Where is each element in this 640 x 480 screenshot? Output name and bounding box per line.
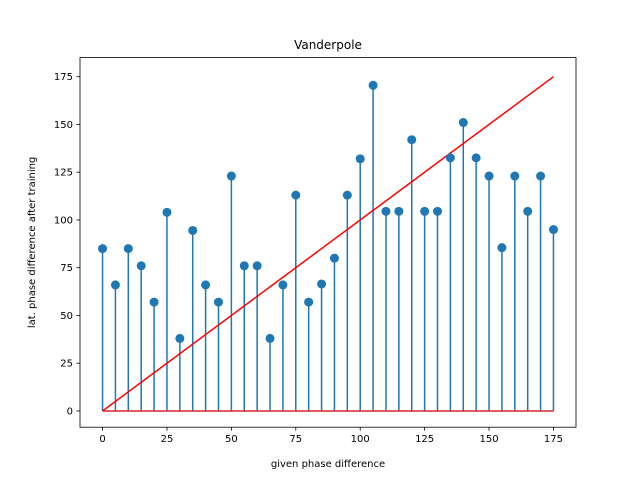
stem-marker	[381, 206, 391, 216]
y-tick-label: 150	[54, 120, 73, 131]
x-tick-label: 25	[161, 434, 174, 445]
stem-marker	[523, 206, 533, 216]
stem-marker	[407, 135, 417, 145]
stem-marker	[536, 171, 546, 181]
stem-marker	[110, 280, 120, 290]
y-tick-label: 100	[54, 215, 73, 226]
plot-marks	[98, 76, 558, 412]
stem-marker	[265, 333, 275, 343]
y-tick-label: 0	[67, 406, 73, 417]
x-axis-label: given phase difference	[271, 459, 385, 470]
x-tick-label: 100	[351, 434, 370, 445]
y-axis-label: lat. phase difference after training	[27, 157, 38, 329]
stem-marker	[278, 280, 288, 290]
y-tick-label: 125	[54, 168, 73, 179]
stem-marker	[548, 225, 558, 235]
plot-frame	[79, 57, 577, 428]
stem-marker	[368, 80, 378, 90]
stem-marker	[226, 171, 236, 181]
y-tick-label: 75	[60, 263, 73, 274]
stem-marker	[136, 261, 146, 271]
x-axis: 0 25 50 75 100 125 150 175	[99, 427, 563, 445]
y-axis: 0 25 50 75 100 125 150 175	[54, 72, 80, 417]
stem-marker	[420, 206, 430, 216]
stem-marker	[445, 153, 455, 163]
x-tick-label: 175	[544, 434, 563, 445]
stem-marker	[291, 190, 301, 200]
stem-marker	[433, 206, 443, 216]
stem-marker	[123, 244, 133, 254]
x-tick-label: 75	[289, 434, 302, 445]
stem-marker	[252, 261, 262, 271]
stem-marker	[162, 207, 172, 217]
stem-marker	[329, 253, 339, 263]
x-tick-label: 150	[479, 434, 498, 445]
reference-line	[102, 76, 554, 412]
stem-marker	[304, 297, 314, 307]
x-tick-label: 50	[225, 434, 238, 445]
stem-marker	[201, 280, 211, 290]
chart-title: Vanderpole	[294, 38, 362, 52]
stem-marker	[497, 243, 507, 253]
y-tick-label: 50	[60, 311, 73, 322]
stem-marker	[213, 297, 223, 307]
stem-marker	[355, 154, 365, 164]
stem-marker	[484, 171, 494, 181]
stem-marker	[510, 171, 520, 181]
x-tick-label: 125	[415, 434, 434, 445]
stem-marker	[149, 297, 159, 307]
stem-marker	[317, 279, 327, 289]
stem-marker	[342, 190, 352, 200]
stem-marker	[188, 225, 198, 235]
stem-marker	[458, 118, 468, 128]
stem-marker	[471, 153, 481, 163]
stem-marker	[394, 206, 404, 216]
x-tick-label: 0	[99, 434, 105, 445]
y-tick-label: 175	[54, 72, 73, 83]
y-tick-label: 25	[60, 359, 73, 370]
stem-marker	[175, 333, 185, 343]
stem-marker	[239, 261, 249, 271]
stem-marker	[98, 244, 108, 254]
